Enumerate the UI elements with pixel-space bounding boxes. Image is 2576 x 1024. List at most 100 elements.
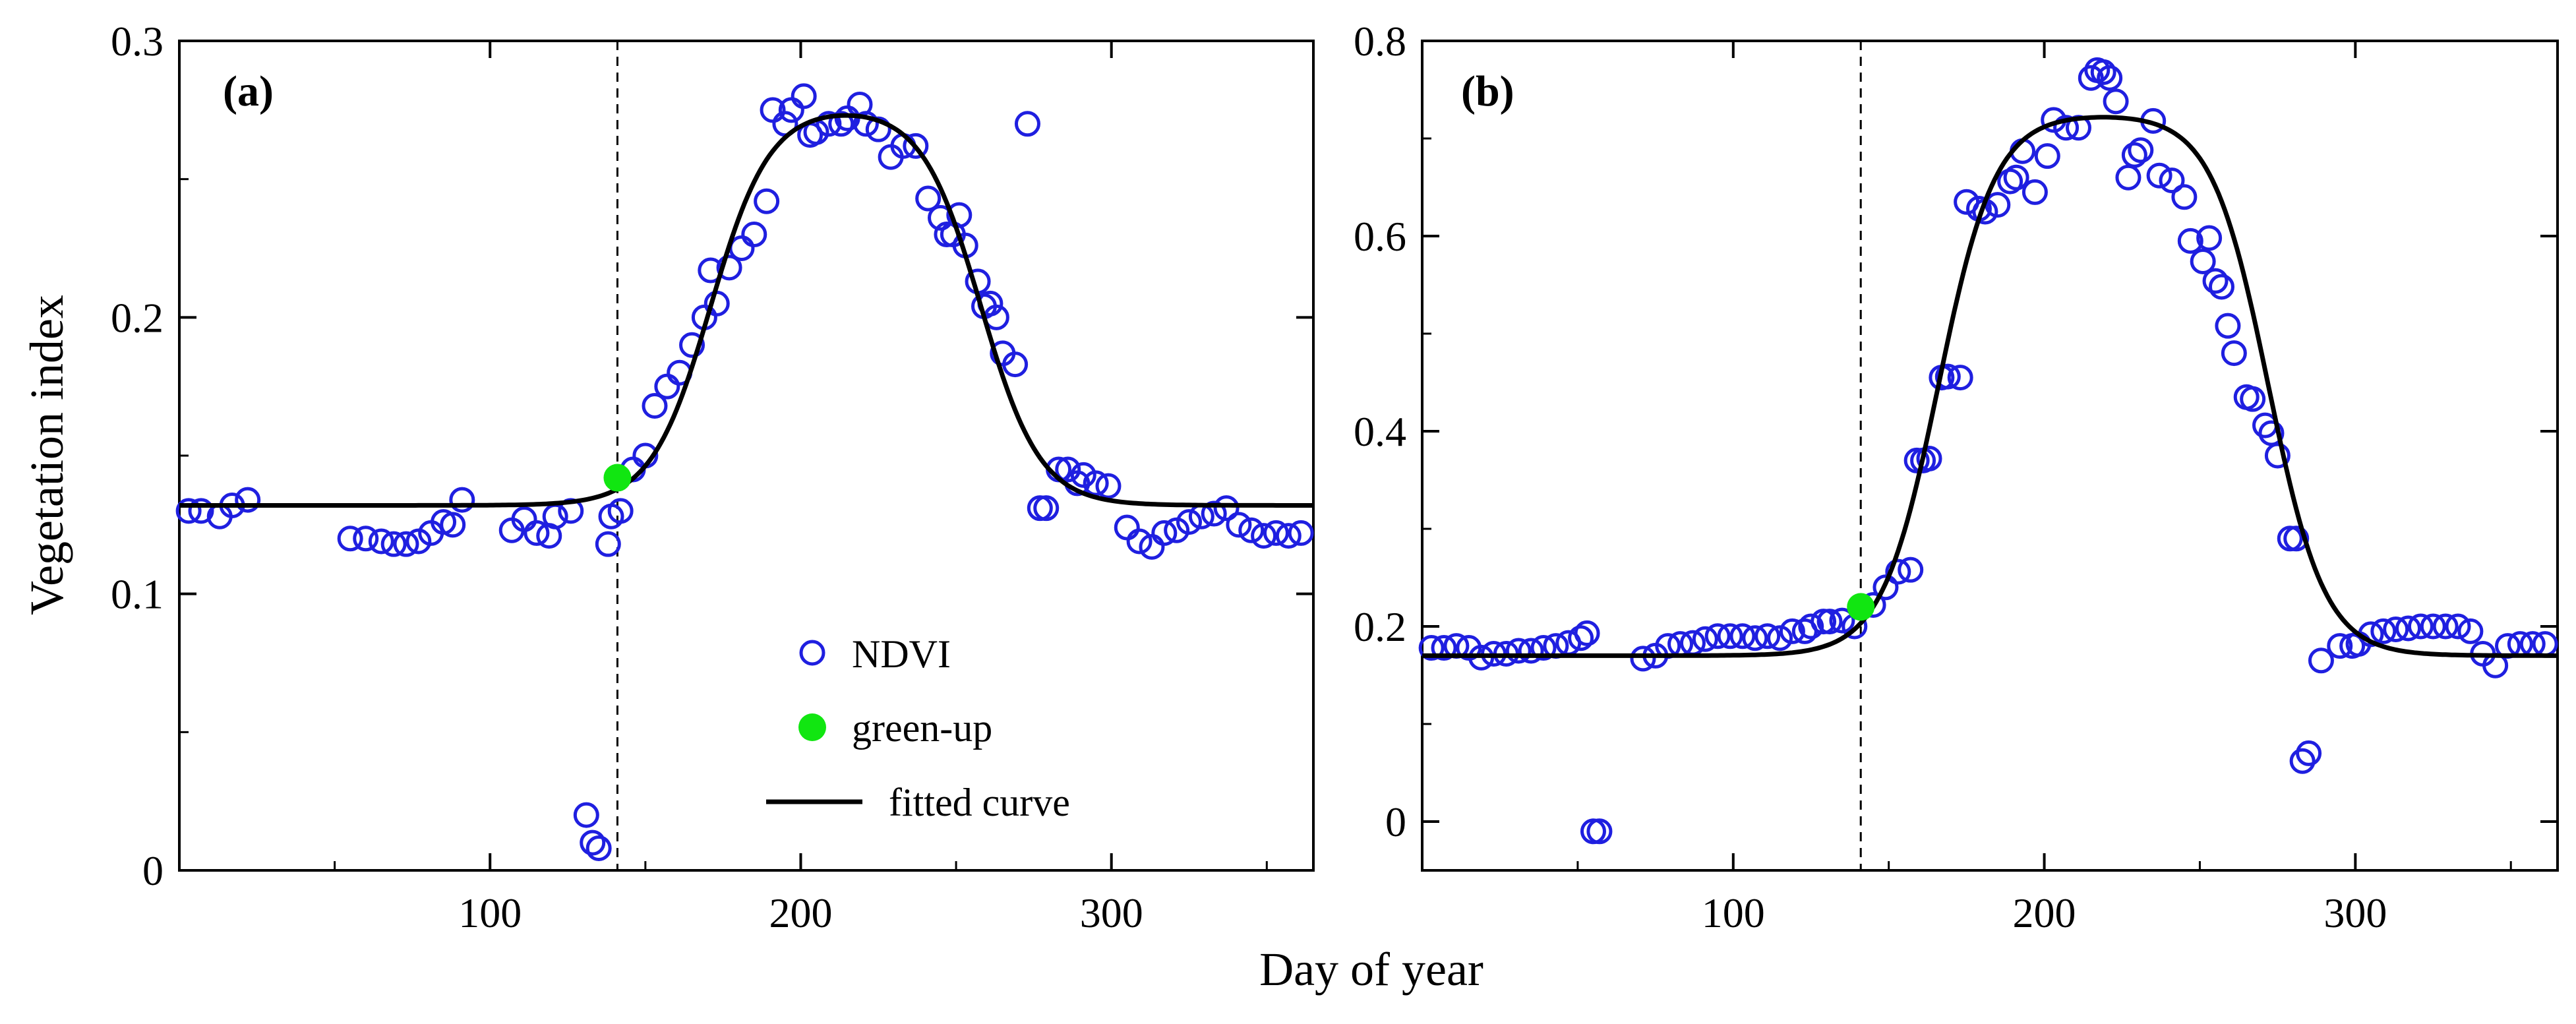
panel-a-ndvi-point — [449, 487, 475, 513]
panel-a-ndvi-point — [380, 531, 407, 557]
panel-b-ndvi-point — [2159, 167, 2185, 194]
panel-b-greenup-point — [1847, 593, 1875, 621]
panel-a-ndvi-point — [853, 111, 879, 137]
panel-b-y-tick-label: 0.4 — [1354, 408, 1406, 455]
panel-b-ndvi-point — [2171, 184, 2198, 210]
panel-b-ndvi-point — [2383, 616, 2409, 642]
panel-a-ndvi-point — [741, 222, 767, 248]
panel-b-ndvi-point — [2053, 115, 2080, 141]
panel-a-ndvi-point — [580, 829, 606, 856]
panel-a-ndvi-point — [1126, 528, 1153, 555]
panel-b-fitted-curve — [1422, 115, 2558, 658]
panel-b-ndvi-point — [2445, 613, 2471, 640]
panel-b-ndvi-point — [1505, 638, 1532, 664]
panel-b-ndvi-point — [1872, 574, 1899, 601]
legend-greenup-label: green-up — [852, 706, 992, 750]
panel-a-ndvi-point — [353, 526, 379, 552]
panel-b-ndvi-point — [2121, 142, 2147, 168]
panel-a-ndvi-point — [175, 498, 202, 524]
panel-a-y-tick-label: 0.2 — [111, 294, 164, 341]
panel-b-y-tick-label: 0.8 — [1354, 18, 1406, 65]
panel-a-y-tick-label: 0 — [142, 847, 164, 894]
panel-a-ndvi-point — [1226, 512, 1252, 538]
panel-b-ndvi-point — [1985, 192, 2011, 218]
panel-b-frame — [1421, 40, 2559, 872]
panel-a-ndvi-point — [524, 520, 550, 546]
panel-b-ndvi-point — [2308, 648, 2334, 674]
panel-a-ndvi-point — [1151, 520, 1178, 546]
panel-a-fitted-curve — [179, 113, 1313, 508]
panel-b-ndvi-point — [2395, 615, 2422, 642]
panel-b-ndvi-point — [1431, 635, 1457, 661]
panel-b-ndvi-point — [2407, 613, 2434, 640]
panel-a-ndvi-point — [188, 498, 214, 524]
panel-a-ndvi-point — [1288, 520, 1314, 546]
panel-a-ndvi-point — [865, 116, 891, 142]
panel-b: 100 200 300 0 0.2 0.4 0.6 0.8 (b) — [1354, 18, 2559, 936]
panel-a-ndvi-point — [679, 332, 705, 358]
panel-b-y-tick-label: 0 — [1385, 798, 1406, 845]
legend-ndvi-label: NDVI — [852, 632, 951, 676]
panel-a-greenup-point — [603, 464, 632, 492]
panel-b-ndvi-point — [2264, 442, 2291, 469]
panel-a-ndvi-point — [368, 528, 394, 555]
panel-a-ndvi-point — [1014, 111, 1040, 137]
panel-b-ndvi-point — [1934, 363, 1961, 390]
panel-b-ndvi-point — [1692, 626, 1718, 652]
panel-a-ndvi-point — [1114, 514, 1140, 541]
panel-a-ndvi-point — [1083, 470, 1109, 497]
panel-b-ndvi-point — [2128, 137, 2154, 164]
panel-a-ndvi-point — [1176, 509, 1203, 535]
panel-b-ndvi-point — [1530, 635, 1557, 661]
panel-a-ndvi-point — [1251, 523, 1277, 549]
panel-b-ndvi-point — [2208, 274, 2234, 300]
panel-a-ndvi-point — [1275, 523, 1302, 549]
panel-b-ndvi-point — [2177, 227, 2203, 254]
panel-b-ndvi-point — [2457, 618, 2484, 644]
panel-b-ndvi-point — [1742, 625, 1768, 651]
panel-b-ndvi-point — [2115, 164, 2142, 191]
panel-b-ndvi-point — [1816, 609, 1843, 635]
panel-b-ndvi-point — [1947, 365, 1973, 391]
panel-b-ndvi-point — [1798, 613, 1824, 640]
panel-a-ndvi-point — [595, 531, 621, 557]
panel-b-ndvi-point — [1767, 625, 1793, 651]
panel-b-ndvi-point — [2097, 65, 2123, 91]
panel-a-ndvi-point — [585, 835, 612, 861]
panel-b-ndvi-point — [1586, 818, 1613, 845]
legend: NDVI green-up fitted curve — [766, 632, 1070, 824]
panel-a-ndvi-point — [903, 133, 929, 159]
panel-a-ndvi-point — [642, 393, 668, 419]
x-axis-title: Day of year — [1259, 943, 1483, 996]
panel-b-ndvi-point — [1704, 623, 1731, 649]
y-axis-title: Vegetation index — [20, 295, 73, 615]
panel-a-y-tick-label: 0.3 — [111, 18, 164, 65]
panel-a-ndvi-point — [729, 235, 755, 261]
panel-a-ndvi-point — [393, 531, 419, 557]
panel-b-ndvi-point — [1898, 557, 1924, 583]
panel-b-ndvi-point — [2221, 340, 2247, 367]
panel-b-ndvi-point — [2090, 59, 2116, 85]
panel-a-ndvi-point — [573, 802, 599, 828]
panel-a-ndvi-point — [915, 185, 942, 212]
panel-b-ndvi-point — [1717, 623, 1743, 649]
panel-a-ndvi-point — [716, 255, 742, 281]
panel-b-x-tick-label: 200 — [2013, 889, 2076, 936]
panel-a-label: (a) — [223, 67, 274, 115]
panel-a-x-tick-label: 100 — [458, 889, 522, 936]
panel-b-ndvi-point — [1630, 646, 1656, 672]
panel-b-y-tick-label: 0.2 — [1354, 603, 1406, 650]
panel-a-ndvi-point — [440, 512, 466, 538]
panel-a-ndvi-point — [1238, 517, 1265, 543]
panel-a-ndvi-point — [1095, 473, 1122, 499]
panel-a-frame — [178, 40, 1315, 872]
panel-b-ndvi-point — [2289, 748, 2316, 774]
panel-b-label: (b) — [1461, 67, 1514, 115]
panel-b-ndvi-point — [2283, 526, 2310, 552]
panel-b-ndvi-point — [1518, 638, 1544, 664]
panel-b-ndvi-point — [1916, 445, 1942, 471]
panel-a-ndvi-point — [1033, 495, 1060, 522]
panel-b-ndvi-point — [1568, 625, 1594, 651]
panel-a-ndvi-point — [791, 83, 817, 109]
